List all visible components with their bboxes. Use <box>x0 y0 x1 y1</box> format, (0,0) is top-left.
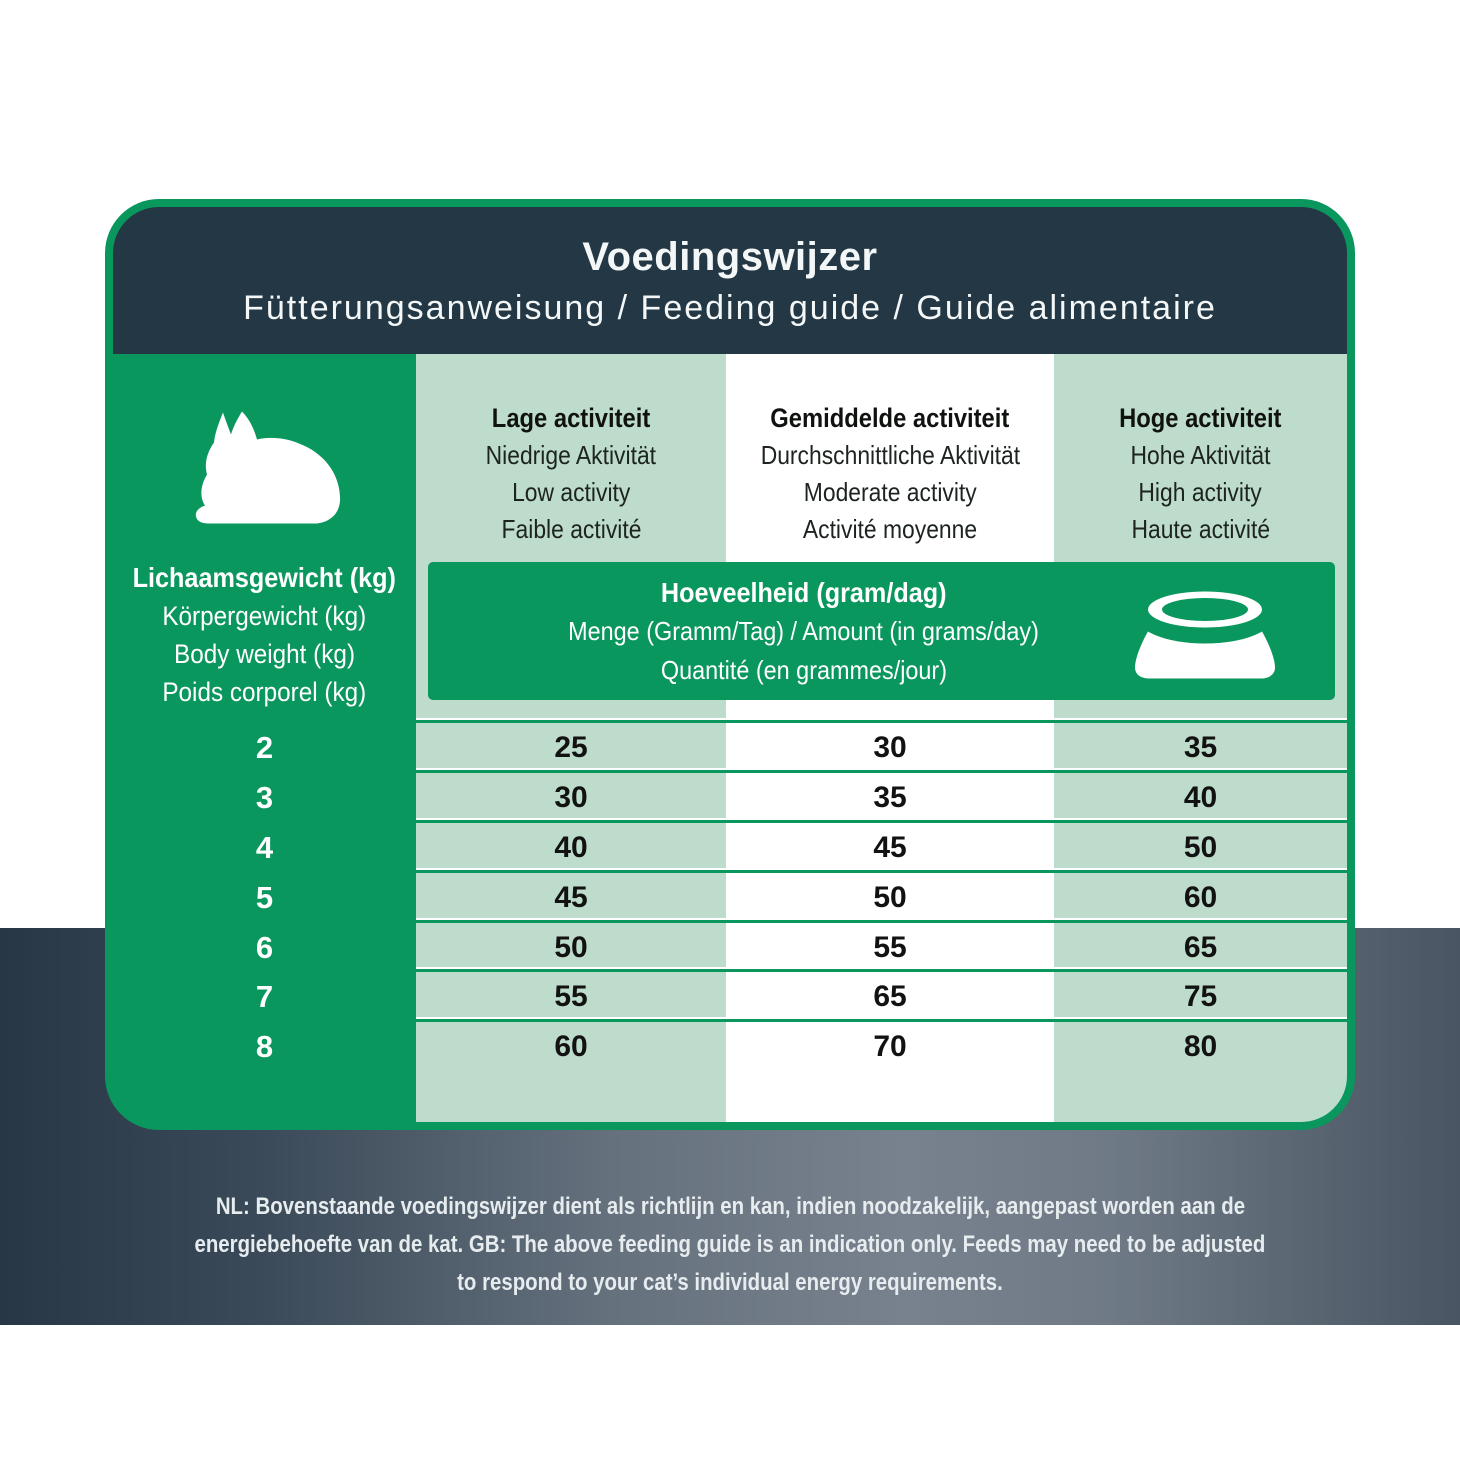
row-divider <box>416 718 1347 723</box>
moderate-amount: 30 <box>873 731 907 764</box>
row-divider <box>416 768 1347 773</box>
row-divider <box>416 967 1347 972</box>
body-weight-label-nl: Lichaamsgewicht (kg) <box>132 562 397 593</box>
food-bowl-icon <box>1130 585 1280 682</box>
disclaimer-line-1: NL: Bovenstaande voedingswijzer dient al… <box>215 1193 1245 1220</box>
high-amount: 40 <box>1183 781 1218 814</box>
cat-silhouette-icon <box>185 407 345 532</box>
page-subtitle: Fütterungsanweisung / Feeding guide / Gu… <box>243 288 1217 327</box>
moderate-amount: 55 <box>873 931 907 964</box>
page-title: Voedingswijzer <box>582 234 878 279</box>
amount-banner: Hoeveelheid (gram/dag) Menge (Gramm/Tag)… <box>428 562 1335 700</box>
disclaimer: NL: Bovenstaande voedingswijzer dient al… <box>0 1188 1460 1302</box>
column-header-moderate-activity: Gemiddelde activiteit Durchschnittliche … <box>726 354 1054 566</box>
weight-value: 8 <box>255 1029 274 1064</box>
weight-value: 7 <box>255 979 274 1014</box>
high-amount: 35 <box>1183 731 1218 764</box>
table-row: 4 40 45 50 <box>113 818 1347 873</box>
body-weight-label-fr: Poids corporel (kg) <box>162 677 367 707</box>
low-activity-fr: Faible activité <box>501 514 641 544</box>
low-amount: 60 <box>554 1030 588 1063</box>
low-amount: 50 <box>554 931 588 964</box>
moderate-amount: 45 <box>873 831 907 864</box>
low-activity-en: Low activity <box>511 477 631 507</box>
moderate-activity-fr: Activité moyenne <box>802 514 978 544</box>
body-weight-labels: Lichaamsgewicht (kg) Körpergewicht (kg) … <box>113 559 416 711</box>
high-amount: 75 <box>1183 980 1218 1013</box>
moderate-activity-nl: Gemiddelde activiteit <box>770 403 1010 433</box>
amount-fr: Quantité (en grammes/jour) <box>660 654 948 685</box>
low-amount: 45 <box>554 881 588 914</box>
weight-value: 3 <box>255 780 274 815</box>
moderate-activity-de: Durchschnittliche Aktivität <box>760 440 1020 470</box>
high-amount: 60 <box>1183 881 1218 914</box>
amount-banner-text: Hoeveelheid (gram/dag) Menge (Gramm/Tag)… <box>428 562 1180 700</box>
high-activity-de: Hohe Aktivität <box>1130 440 1271 470</box>
feeding-guide-card: Voedingswijzer Fütterungsanweisung / Fee… <box>105 199 1355 1130</box>
moderate-amount: 50 <box>873 881 907 914</box>
body-weight-label-en: Body weight (kg) <box>174 639 355 669</box>
disclaimer-line-3: to respond to your cat’s individual ener… <box>457 1269 1003 1296</box>
moderate-amount: 35 <box>873 781 907 814</box>
weight-value: 5 <box>255 880 274 915</box>
low-activity-column-background <box>416 354 726 1122</box>
low-amount: 55 <box>554 980 588 1013</box>
card-header: Voedingswijzer Fütterungsanweisung / Fee… <box>113 207 1347 354</box>
high-amount: 50 <box>1183 831 1218 864</box>
amount-nl: Hoeveelheid (gram/dag) <box>661 576 947 608</box>
table-row: 6 50 55 65 <box>113 918 1347 973</box>
amount-de-en: Menge (Gramm/Tag) / Amount (in grams/day… <box>568 615 1040 646</box>
row-divider <box>416 918 1347 923</box>
moderate-amount: 65 <box>873 980 907 1013</box>
high-activity-en: High activity <box>1138 477 1263 507</box>
row-divider <box>416 818 1347 823</box>
high-activity-fr: Haute activité <box>1131 514 1270 544</box>
high-activity-nl: Hoge activiteit <box>1119 403 1282 433</box>
high-amount: 65 <box>1183 931 1218 964</box>
table-row: 2 25 30 35 <box>113 718 1347 773</box>
column-header-high-activity: Hoge activiteit Hohe Aktivität High acti… <box>1054 354 1347 566</box>
high-activity-column-background <box>1054 354 1347 1122</box>
table-row: 8 60 70 80 <box>113 1017 1347 1072</box>
low-amount: 25 <box>554 731 588 764</box>
table-row: 5 45 50 60 <box>113 868 1347 923</box>
low-activity-nl: Lage activiteit <box>491 403 651 433</box>
weight-value: 4 <box>255 830 274 865</box>
row-divider <box>416 868 1347 873</box>
moderate-amount: 70 <box>873 1030 907 1063</box>
row-divider <box>416 1017 1347 1022</box>
table-row: 7 55 65 75 <box>113 967 1347 1022</box>
weight-value: 6 <box>255 930 274 965</box>
low-activity-de: Niedrige Aktivität <box>485 440 657 470</box>
moderate-activity-column-background <box>726 354 1054 1122</box>
moderate-activity-en: Moderate activity <box>803 477 977 507</box>
high-amount: 80 <box>1183 1030 1218 1063</box>
table-row: 3 30 35 40 <box>113 768 1347 823</box>
low-amount: 40 <box>554 831 588 864</box>
card-inner: Voedingswijzer Fütterungsanweisung / Fee… <box>113 207 1347 1122</box>
disclaimer-line-2: energiebehoefte van de kat. GB: The abov… <box>194 1231 1266 1258</box>
body-weight-label-de: Körpergewicht (kg) <box>162 601 367 631</box>
weight-value: 2 <box>255 730 274 765</box>
column-header-low-activity: Lage activiteit Niedrige Aktivität Low a… <box>416 354 726 566</box>
low-amount: 30 <box>554 781 588 814</box>
